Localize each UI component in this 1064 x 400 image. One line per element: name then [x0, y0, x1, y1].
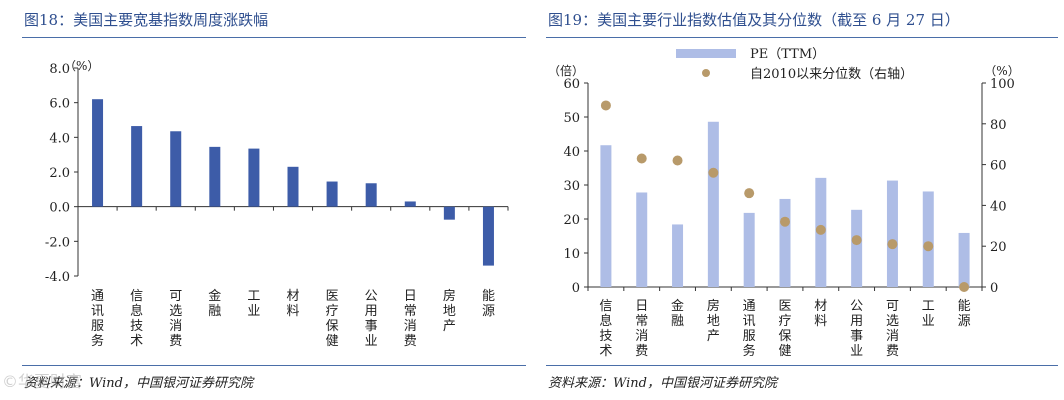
left-bar [92, 99, 104, 207]
left-x-category-label: 可选消费 [169, 289, 182, 349]
right-percentile-dot [780, 216, 790, 227]
left-chart-title: 图18：美国主要宽基指数周度涨跌幅 [24, 11, 269, 29]
left-y-tick-label: 6.0 [49, 97, 70, 112]
right-right-y-tick-label: 0 [990, 281, 998, 296]
left-bar [170, 131, 182, 207]
right-x-category-label: 金融 [671, 298, 684, 329]
right-source-note: 资料来源：Wind，中国银河证券研究院 [548, 376, 777, 391]
left-x-category-label: 通讯服务 [91, 289, 104, 349]
right-pe-bar [779, 198, 791, 287]
left-bar [404, 201, 416, 207]
left-x-category-label: 能源 [482, 289, 495, 319]
right-percentile-dot [672, 155, 683, 166]
right-percentile-dot [851, 235, 862, 246]
watermark-logo: ©华夏财富 [2, 372, 83, 391]
right-percentile-dot [959, 282, 970, 292]
right-x-category-label: 日常消费 [635, 299, 648, 359]
right-x-category-label: 公用事业 [850, 299, 863, 359]
left-x-category-label: 金融 [208, 288, 221, 319]
left-chart-panel: 图18：美国主要宽基指数周度涨跌幅 -4.0 -2.0 0.0 2.0 4.0 6.0 8.… [2, 11, 526, 391]
left-source-rule [22, 365, 526, 366]
right-source-rule [546, 365, 1058, 366]
right-x-category-label: 医疗保健 [778, 299, 791, 359]
right-left-y-tick-label: 30 [563, 179, 580, 194]
left-bar [131, 126, 143, 207]
left-y-tick-label: -2.0 [45, 235, 70, 250]
right-right-y-tick-label: 100 [990, 77, 1015, 92]
right-percentile-dot [708, 167, 719, 178]
right-percentile-dot [887, 239, 898, 250]
right-right-y-tick-label: 40 [990, 199, 1007, 214]
right-left-y-axis-unit: （倍） [548, 63, 584, 78]
right-left-y-tick-label: 20 [563, 213, 580, 228]
left-bar [209, 146, 221, 207]
right-pe-bar [922, 191, 934, 287]
right-x-category-label: 可选消费 [886, 299, 899, 359]
left-x-category-label: 公用事业 [365, 289, 378, 349]
right-pe-bar [743, 212, 755, 287]
right-pe-bar [600, 145, 612, 287]
legend-pe-swatch [676, 49, 736, 58]
left-y-tick-label: 8.0 [49, 62, 70, 77]
left-y-tick-label: 4.0 [49, 131, 70, 146]
left-bar [287, 166, 299, 207]
left-x-category-label: 材料 [286, 289, 299, 319]
left-x-category-label: 房地产 [443, 288, 456, 334]
left-bar [443, 206, 455, 220]
right-pe-bar [707, 121, 719, 287]
right-right-y-tick-label: 80 [990, 118, 1007, 133]
left-title-rule [22, 37, 526, 38]
left-y-tick-label: 2.0 [49, 166, 70, 181]
left-x-category-label: 日常消费 [404, 289, 417, 349]
right-title-rule [546, 37, 1058, 38]
right-x-category-label: 信息技术 [599, 299, 612, 359]
right-left-y-tick-label: 10 [563, 247, 580, 262]
left-x-category-label: 工业 [247, 289, 260, 319]
left-y-tick-label: 0.0 [49, 201, 70, 216]
left-bar-chart: -4.0 -2.0 0.0 2.0 4.0 6.0 8.0（%） 通讯服务 信息技术 可选消费 金融… [45, 59, 509, 349]
right-x-category-label: 通讯服务 [743, 299, 756, 359]
right-chart-title: 图19：美国主要行业指数估值及其分位数（截至 6 月 27 日） [548, 11, 960, 29]
right-x-category-label: 工业 [922, 299, 935, 329]
left-bar [482, 206, 494, 266]
left-y-axis-unit: （%） [64, 59, 99, 73]
legend-percentile-swatch [702, 69, 710, 77]
right-left-y-tick-label: 40 [563, 145, 580, 160]
right-percentile-dot [744, 188, 755, 199]
right-pe-bar [672, 224, 684, 287]
right-right-y-axis-unit: （%） [984, 64, 1019, 78]
right-pe-bar [636, 192, 648, 287]
legend-pe-label: PE（TTM） [750, 47, 825, 62]
right-pe-bar [958, 232, 970, 287]
right-left-y-tick-label: 60 [563, 77, 580, 92]
right-x-category-label: 材料 [814, 299, 827, 329]
right-x-category-label: 房地产 [707, 298, 720, 344]
right-chart-panel: 图19：美国主要行业指数估值及其分位数（截至 6 月 27 日） 0 10 20 30… [540, 0, 1064, 400]
right-pe-bar [886, 180, 898, 287]
right-percentile-dot [600, 100, 611, 111]
left-bar [326, 181, 338, 207]
legend-percentile-label: 自2010以来分位数（右轴） [750, 67, 913, 82]
right-combo-chart: 0 10 20 30 40 50 60 0 20 40 60 80 100 （倍） （%） 信息技术 日常消费 金… [548, 47, 1020, 359]
left-x-category-label: 医疗保健 [326, 289, 339, 349]
right-percentile-dot [815, 224, 826, 235]
right-percentile-dot [923, 241, 934, 252]
left-bar [248, 148, 260, 207]
right-percentile-dot [636, 153, 647, 164]
right-right-y-tick-label: 20 [990, 240, 1007, 255]
right-x-category-label: 能源 [958, 299, 971, 329]
right-pe-bar [851, 209, 863, 287]
right-left-y-tick-label: 50 [563, 111, 580, 126]
right-left-y-tick-label: 0 [572, 281, 580, 296]
left-y-tick-label: -4.0 [45, 270, 70, 285]
left-bar [365, 183, 377, 207]
right-right-y-tick-label: 60 [990, 159, 1007, 174]
left-x-category-label: 信息技术 [130, 289, 143, 349]
left-source-note: 资料来源：Wind，中国银河证券研究院 [24, 376, 253, 391]
